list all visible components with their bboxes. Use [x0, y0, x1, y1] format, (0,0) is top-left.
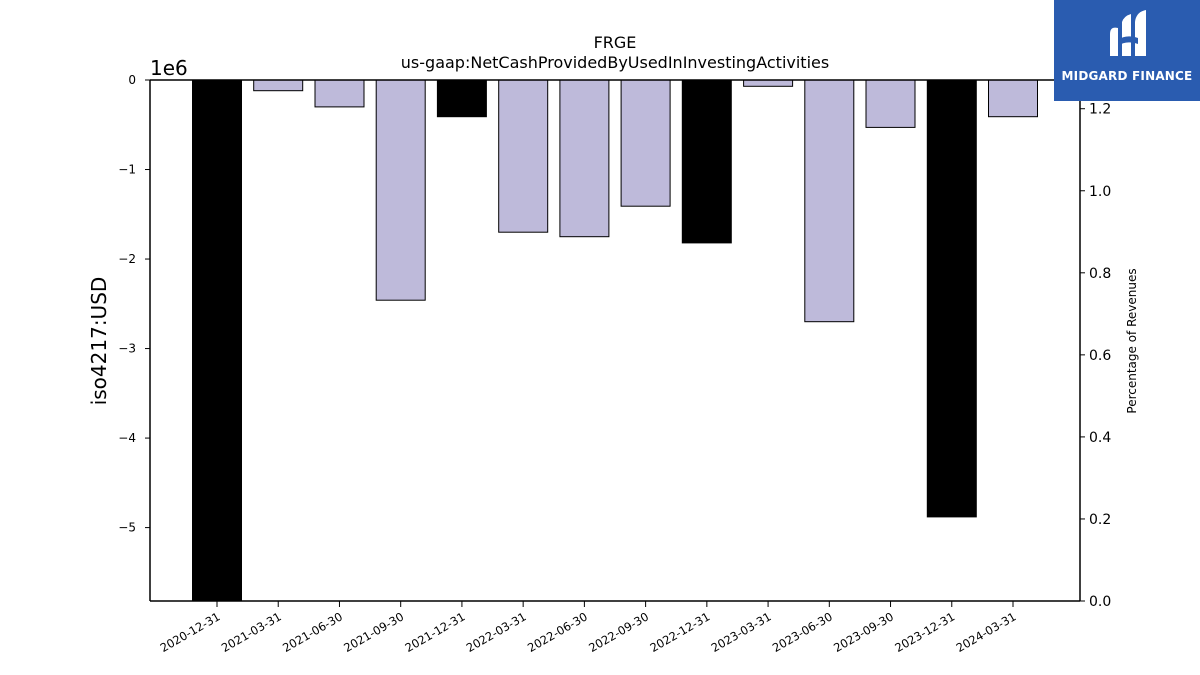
- bar-2023-12-31: [926, 79, 977, 518]
- bar-2023-09-30: [865, 79, 916, 128]
- y-tick-label: −1: [118, 163, 136, 177]
- bar-2020-12-31: [192, 79, 242, 602]
- bar-2022-06-30: [559, 79, 610, 238]
- y-tick-label: −3: [118, 342, 136, 356]
- x-tick-label: 2023-03-31: [709, 609, 774, 655]
- y-axis-offset-label: 1e6: [150, 56, 188, 80]
- chart-subtitle: us-gaap:NetCashProvidedByUsedInInvesting…: [401, 53, 829, 72]
- y-tick-label: −5: [118, 521, 136, 535]
- y-tick-label: −4: [118, 431, 136, 445]
- x-tick-label: 2020-12-31: [158, 609, 223, 655]
- logo-mark-icon: [1054, 0, 1200, 101]
- bar-2023-03-31: [743, 79, 794, 87]
- y2-tick-label: 0.4: [1089, 430, 1111, 446]
- y2-tick-label: 1.0: [1089, 184, 1111, 200]
- y-tick-label: 0: [128, 73, 136, 87]
- x-tick-label: 2021-12-31: [403, 609, 468, 655]
- bar-2024-03-31: [988, 79, 1038, 118]
- y2-axis-label: Percentage of Revenues: [1125, 268, 1139, 413]
- midgard-finance-logo: MIDGARD FINANCE: [1054, 0, 1200, 101]
- bar-2022-03-31: [498, 79, 549, 233]
- y-axis-ticks: 0 −1 −2 −3 −4 −5: [118, 73, 150, 535]
- y-axis-label: iso4217:USD: [87, 277, 111, 406]
- bar-2021-09-30: [375, 79, 426, 301]
- y2-tick-label: 0.8: [1089, 266, 1111, 282]
- bar-2021-12-31: [436, 79, 487, 118]
- y2-tick-label: 0.0: [1089, 594, 1111, 610]
- axes-frame: [149, 79, 1081, 602]
- logo-text: MIDGARD FINANCE: [1061, 69, 1193, 83]
- y2-axis-ticks: 0.0 0.2 0.4 0.6 0.8 1.0 1.2: [1080, 102, 1111, 610]
- y-tick-label: −2: [118, 252, 136, 266]
- bar-2021-06-30: [314, 79, 365, 108]
- x-tick-label: 2024-03-31: [954, 609, 1019, 655]
- x-tick-label: 2022-03-31: [464, 609, 529, 655]
- bar-2022-09-30: [620, 79, 671, 207]
- bars-group: [192, 79, 1038, 602]
- x-tick-label: 2021-06-30: [280, 609, 345, 655]
- x-axis-ticks: 2020-12-312021-03-312021-06-302021-09-30…: [158, 601, 1019, 655]
- x-tick-label: 2021-03-31: [219, 609, 284, 655]
- x-tick-label: 2022-09-30: [586, 609, 651, 655]
- y2-tick-label: 1.2: [1089, 102, 1111, 118]
- y2-tick-label: 0.6: [1089, 348, 1111, 364]
- bar-2023-06-30: [804, 79, 855, 323]
- x-tick-label: 2023-06-30: [770, 609, 835, 655]
- y2-tick-label: 0.2: [1089, 512, 1111, 528]
- bar-2022-12-31: [681, 79, 732, 244]
- bar-2021-03-31: [253, 79, 304, 92]
- chart-title: FRGE: [594, 33, 637, 52]
- x-tick-label: 2022-12-31: [647, 609, 712, 655]
- x-tick-label: 2023-09-30: [831, 609, 896, 655]
- x-tick-label: 2022-06-30: [525, 609, 590, 655]
- x-tick-label: 2023-12-31: [892, 609, 957, 655]
- x-tick-label: 2021-09-30: [341, 609, 406, 655]
